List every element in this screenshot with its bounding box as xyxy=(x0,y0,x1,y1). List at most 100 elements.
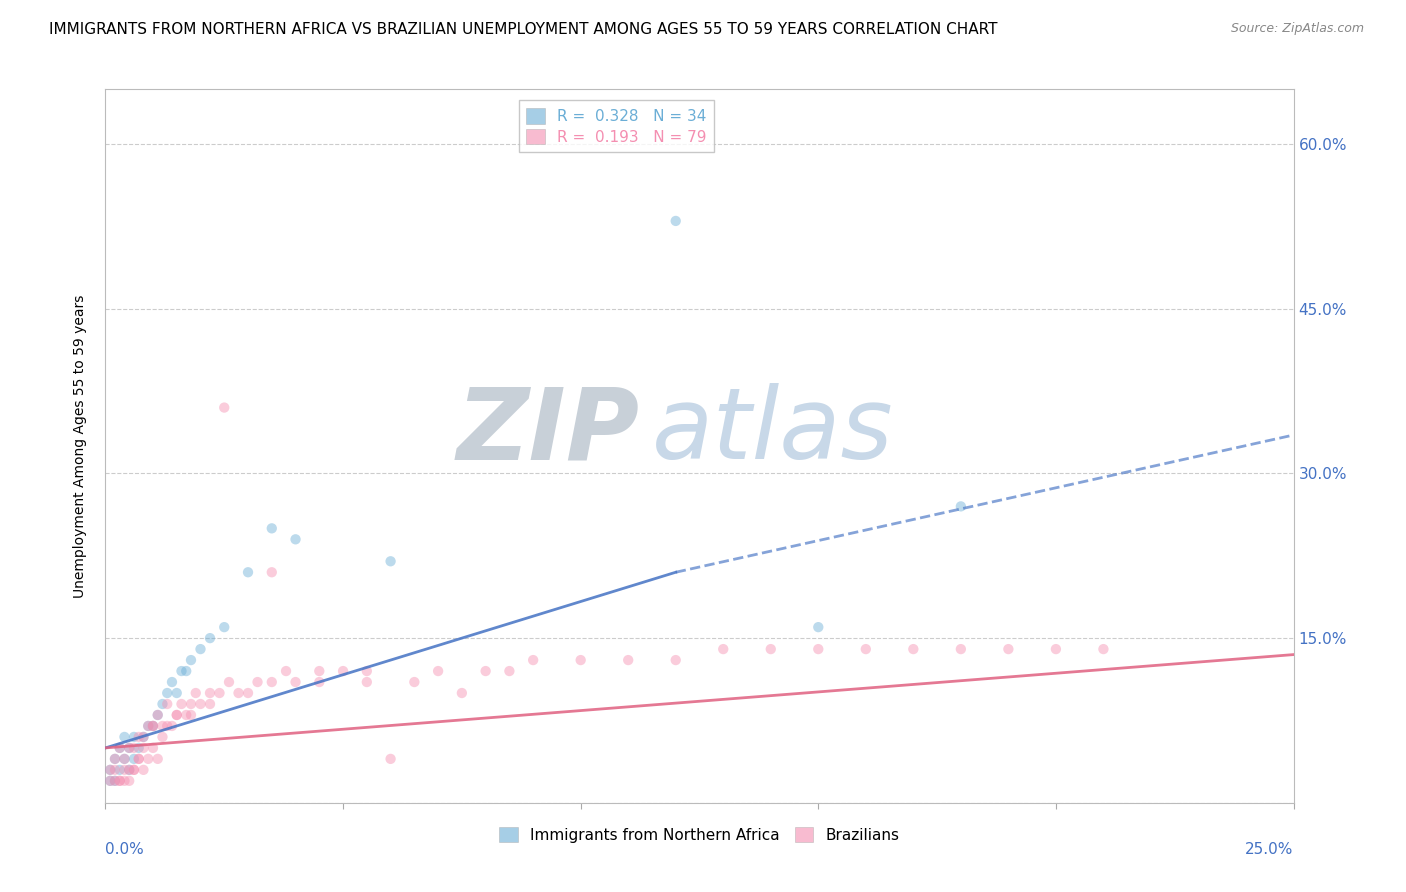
Point xyxy=(665,214,688,228)
Point xyxy=(174,664,197,678)
Point xyxy=(156,697,179,711)
Text: IMMIGRANTS FROM NORTHERN AFRICA VS BRAZILIAN UNEMPLOYMENT AMONG AGES 55 TO 59 YE: IMMIGRANTS FROM NORTHERN AFRICA VS BRAZI… xyxy=(49,22,998,37)
Point xyxy=(142,719,165,733)
Point xyxy=(404,675,426,690)
Point xyxy=(380,554,402,568)
Point xyxy=(190,697,212,711)
Point xyxy=(198,697,221,711)
Text: 25.0%: 25.0% xyxy=(1246,842,1294,857)
Point xyxy=(122,740,145,755)
Point xyxy=(228,686,250,700)
Point xyxy=(104,752,127,766)
Point xyxy=(142,719,165,733)
Point xyxy=(166,708,188,723)
Point xyxy=(104,773,127,788)
Text: ZIP: ZIP xyxy=(457,384,640,480)
Point xyxy=(855,642,877,657)
Point xyxy=(665,653,688,667)
Point xyxy=(114,730,136,744)
Point xyxy=(218,675,240,690)
Point xyxy=(356,675,378,690)
Point xyxy=(114,773,136,788)
Point xyxy=(450,686,472,700)
Point xyxy=(160,719,183,733)
Point xyxy=(356,664,378,678)
Point xyxy=(180,697,202,711)
Point xyxy=(128,740,150,755)
Point xyxy=(180,708,202,723)
Point xyxy=(142,740,165,755)
Text: Source: ZipAtlas.com: Source: ZipAtlas.com xyxy=(1230,22,1364,36)
Point xyxy=(98,763,121,777)
Point xyxy=(332,664,354,678)
Point xyxy=(166,708,188,723)
Point xyxy=(104,752,127,766)
Point xyxy=(569,653,592,667)
Point xyxy=(114,752,136,766)
Point xyxy=(108,763,131,777)
Point xyxy=(136,719,159,733)
Point xyxy=(807,620,830,634)
Point xyxy=(1045,642,1067,657)
Point xyxy=(260,521,283,535)
Point xyxy=(146,752,169,766)
Point xyxy=(108,773,131,788)
Point xyxy=(997,642,1019,657)
Point xyxy=(198,631,221,645)
Text: 0.0%: 0.0% xyxy=(105,842,145,857)
Point xyxy=(174,708,197,723)
Point xyxy=(949,642,972,657)
Point xyxy=(118,773,141,788)
Point xyxy=(136,719,159,733)
Point xyxy=(128,752,150,766)
Point xyxy=(807,642,830,657)
Point xyxy=(284,533,307,547)
Point xyxy=(498,664,520,678)
Point xyxy=(274,664,297,678)
Point xyxy=(427,664,450,678)
Point xyxy=(104,763,127,777)
Point xyxy=(170,664,193,678)
Point xyxy=(146,708,169,723)
Point xyxy=(146,708,169,723)
Point xyxy=(114,763,136,777)
Point xyxy=(214,620,236,634)
Point xyxy=(284,675,307,690)
Point xyxy=(236,566,259,580)
Point xyxy=(170,697,193,711)
Point xyxy=(122,763,145,777)
Point xyxy=(617,653,640,667)
Point xyxy=(308,675,330,690)
Point xyxy=(236,686,259,700)
Point xyxy=(114,752,136,766)
Point xyxy=(260,675,283,690)
Point xyxy=(156,719,179,733)
Point xyxy=(190,642,212,657)
Point xyxy=(1092,642,1115,657)
Point xyxy=(122,730,145,744)
Point xyxy=(98,763,121,777)
Legend: Immigrants from Northern Africa, Brazilians: Immigrants from Northern Africa, Brazili… xyxy=(494,821,905,848)
Point xyxy=(108,773,131,788)
Point xyxy=(522,653,544,667)
Point xyxy=(160,675,183,690)
Point xyxy=(118,763,141,777)
Point xyxy=(98,773,121,788)
Point xyxy=(260,566,283,580)
Point xyxy=(152,719,174,733)
Point xyxy=(214,401,236,415)
Point xyxy=(132,730,155,744)
Point xyxy=(180,653,202,667)
Point xyxy=(118,740,141,755)
Point xyxy=(156,686,179,700)
Point xyxy=(136,752,159,766)
Point xyxy=(903,642,925,657)
Point xyxy=(474,664,496,678)
Point xyxy=(98,773,121,788)
Point xyxy=(759,642,782,657)
Point xyxy=(308,664,330,678)
Point xyxy=(142,719,165,733)
Y-axis label: Unemployment Among Ages 55 to 59 years: Unemployment Among Ages 55 to 59 years xyxy=(73,294,87,598)
Point xyxy=(122,752,145,766)
Point xyxy=(380,752,402,766)
